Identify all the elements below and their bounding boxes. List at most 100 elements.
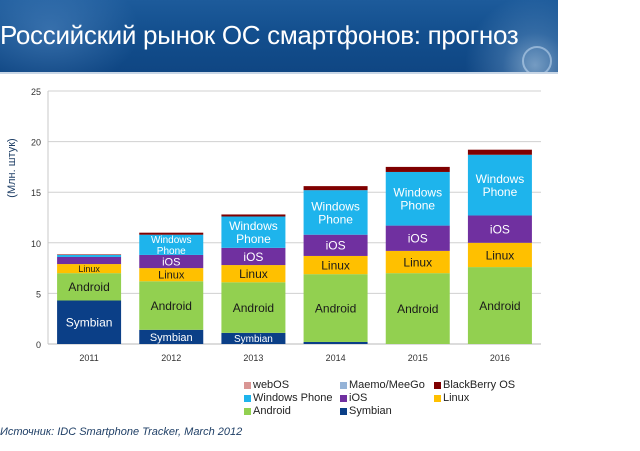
bar-label-android-2011: Android <box>68 280 109 294</box>
legend-label: iOS <box>349 392 368 404</box>
bar-segment-android-2014 <box>303 274 368 342</box>
bar-2015: Android Linux iOS Windows Phone <box>385 166 450 344</box>
bar-label-android-2016: Android <box>479 299 520 313</box>
legend-label: webOS <box>253 379 290 391</box>
y-tick-label: 5 <box>36 289 41 299</box>
bar-segment-symbian-2014 <box>303 341 368 344</box>
bar-segment-android-2015 <box>385 273 450 344</box>
x-tick-label-2013: 2013 <box>243 353 263 363</box>
legend-swatch <box>244 394 251 402</box>
bar-2016: Android Linux iOS Windows Phone <box>467 149 532 344</box>
bar-label-linux-2012: Linux <box>158 270 185 282</box>
legend-item-blackberry-os: BlackBerry OS <box>434 379 515 391</box>
bar-2011: Symbian Android Linux <box>57 254 122 344</box>
bar-segment-symbian-2012 <box>139 329 204 344</box>
legend-item-linux: Linux <box>434 392 469 404</box>
bar-label-android-2015: Android <box>397 302 438 316</box>
bar-segment-android-2016 <box>467 267 532 344</box>
legend-swatch <box>244 407 251 415</box>
bar-segment-windows-phone-2013 <box>221 216 286 248</box>
bar-segment-symbian-2011 <box>57 300 122 344</box>
source-note: Источник: IDC Smartphone Tracker, March … <box>0 426 243 438</box>
bar-segment-linux-2013 <box>221 265 286 283</box>
bar-label-android-2012: Android <box>151 299 192 313</box>
legend-item-webos: webOS <box>244 379 289 391</box>
bar-label-linux-2016: Linux <box>486 248 515 262</box>
bar-label-ios-2012: iOS <box>162 256 180 268</box>
legend-swatch <box>340 394 347 402</box>
bar-segment-windows-phone-2012 <box>139 234 204 255</box>
bar-segment-blackberry-os-2011 <box>57 254 122 255</box>
bar-segment-linux-2015 <box>385 250 450 274</box>
bar-segment-android-2012 <box>139 281 204 330</box>
bar-segment-blackberry-os-2016 <box>467 149 532 155</box>
bar-segment-ios-2011 <box>57 256 122 265</box>
bar-2013: Symbian Android Linux iOS Windows Phone <box>221 214 286 345</box>
y-tick-label: 0 <box>36 340 41 350</box>
legend-label: Maemo/MeeGo <box>349 379 425 391</box>
banner-divider <box>0 72 558 74</box>
bar-segment-ios-2014 <box>303 234 368 256</box>
bar-segment-android-2011 <box>57 273 122 301</box>
bar-label-android-2014: Android <box>315 301 356 315</box>
bar-segment-ios-2012 <box>139 254 204 269</box>
title-banner: Российский рынок ОС смартфонов: прогноз <box>0 0 558 72</box>
bars: Symbian Android Linux Symbian Android Linux iO… <box>57 149 532 345</box>
bar-label-symbian-2013: Symbian <box>234 334 273 345</box>
legend-item-symbian: Symbian <box>340 405 392 417</box>
legend-label: Linux <box>443 392 470 404</box>
legend-swatch <box>340 407 347 415</box>
bar-segment-windows-phone-2011 <box>57 254 122 257</box>
x-tick-label-2014: 2014 <box>326 353 346 363</box>
bar-segment-windows-phone-2015 <box>385 171 450 226</box>
legend-label: Windows Phone <box>253 392 333 404</box>
x-tick-label-2015: 2015 <box>408 353 428 363</box>
legend-label: Android <box>253 405 291 417</box>
bar-label-windows-phone-2014: Windows Phone <box>311 199 360 226</box>
bar-segment-android-2013 <box>221 282 286 333</box>
bar-segment-linux-2014 <box>303 255 368 275</box>
legend-swatch <box>244 381 251 389</box>
bar-label-linux-2011: Linux <box>78 264 100 274</box>
y-axis-label: (Млн. штук) <box>6 138 18 197</box>
bar-segment-blackberry-os-2015 <box>385 166 450 172</box>
bar-segment-blackberry-os-2013 <box>221 214 286 217</box>
bar-segment-blackberry-os-2014 <box>303 186 368 191</box>
bar-label-linux-2013: Linux <box>239 267 268 281</box>
legend-item-ios: iOS <box>340 392 367 404</box>
bar-segment-linux-2016 <box>467 242 532 268</box>
bar-label-linux-2015: Linux <box>403 255 432 269</box>
y-tick-label: 20 <box>31 138 41 148</box>
bar-label-ios-2014: iOS <box>326 239 346 253</box>
page-title: Российский рынок ОС смартфонов: прогноз <box>0 20 519 50</box>
legend-swatch <box>434 394 441 402</box>
y-tick-label: 10 <box>31 239 41 249</box>
x-axis-ticks: 2011 2012 2013 2014 2015 2016 <box>79 353 510 363</box>
bar-segment-ios-2016 <box>467 215 532 243</box>
bar-label-windows-phone-2016: Windows Phone <box>476 172 525 199</box>
bar-label-windows-phone-2013: Windows Phone <box>229 219 278 246</box>
x-tick-label-2016: 2016 <box>490 353 510 363</box>
x-tick-label-2011: 2011 <box>79 353 98 363</box>
y-axis-ticks: 0 5 10 15 20 25 <box>31 87 41 350</box>
legend-swatch <box>340 381 347 389</box>
bar-label-ios-2016: iOS <box>490 222 510 236</box>
legend-item-maemo-meego: Maemo/MeeGo <box>340 379 425 391</box>
bar-segment-linux-2011 <box>57 264 122 274</box>
bar-segment-ios-2013 <box>221 247 286 266</box>
bar-segment-symbian-2013 <box>221 332 286 344</box>
x-tick-label-2012: 2012 <box>161 353 181 363</box>
bar-segment-windows-phone-2014 <box>303 190 368 235</box>
bar-segment-blackberry-os-2012 <box>139 232 204 235</box>
bar-label-windows-phone-2015: Windows Phone <box>393 186 442 213</box>
bar-2014: Android Linux iOS Windows Phone <box>303 186 368 344</box>
legend-label: Symbian <box>349 405 392 417</box>
legend-swatch <box>434 381 441 389</box>
legend-label: BlackBerry OS <box>443 379 516 391</box>
bar-label-symbian-2011: Symbian <box>66 316 113 330</box>
bar-segment-linux-2012 <box>139 268 204 282</box>
bar-label-android-2013: Android <box>233 301 274 315</box>
bar-label-linux-2014: Linux <box>321 258 350 272</box>
bar-label-windows-phone-2012: Windows Phone <box>151 235 192 257</box>
